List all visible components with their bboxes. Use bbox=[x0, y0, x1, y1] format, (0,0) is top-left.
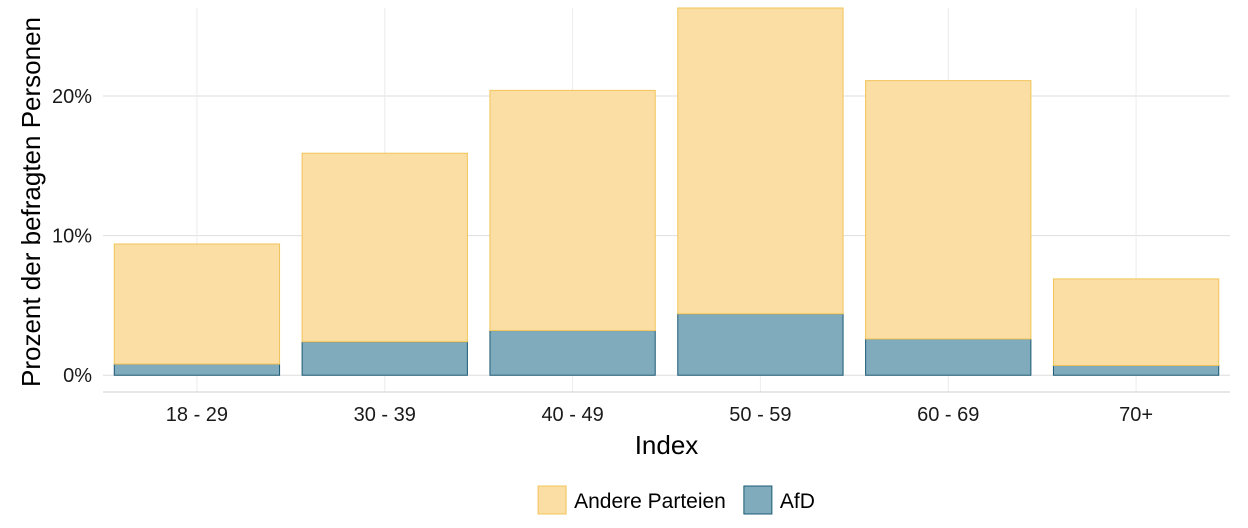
legend-label: Andere Parteien bbox=[574, 490, 726, 513]
x-tick-label: 18 - 29 bbox=[166, 404, 228, 426]
x-tick-label: 30 - 39 bbox=[354, 404, 416, 426]
bar-andere-parteien bbox=[301, 152, 468, 343]
bar-andere-parteien bbox=[865, 80, 1032, 340]
x-tick-label: 50 - 59 bbox=[729, 404, 791, 426]
bar-andere-parteien bbox=[677, 7, 844, 315]
x-tick-label: 60 - 69 bbox=[917, 404, 979, 426]
bars bbox=[113, 7, 1220, 376]
x-axis-title: Index bbox=[635, 430, 699, 460]
bar-andere-parteien bbox=[489, 89, 656, 332]
legend: Andere Parteien AfD bbox=[537, 485, 815, 515]
bar-afd bbox=[301, 341, 468, 376]
legend-key bbox=[743, 485, 773, 515]
y-axis-ticks: 0% 10% 20% bbox=[52, 86, 92, 387]
bar-afd bbox=[489, 330, 656, 376]
y-tick-label: 20% bbox=[52, 86, 92, 108]
legend-key bbox=[537, 485, 567, 515]
bar-afd bbox=[1052, 364, 1220, 376]
y-tick-label: 0% bbox=[63, 365, 92, 387]
legend-label: AfD bbox=[780, 490, 815, 513]
x-tick-label: 70+ bbox=[1119, 404, 1153, 426]
x-axis-ticks: 18 - 29 30 - 39 40 - 49 50 - 59 60 - 69 70+ bbox=[166, 404, 1153, 426]
bar-afd bbox=[677, 313, 844, 376]
x-tick-label: 40 - 49 bbox=[541, 404, 603, 426]
y-axis-title: Prozent der befragten Personen bbox=[16, 17, 46, 387]
bar-andere-parteien bbox=[1052, 278, 1220, 366]
bar-afd bbox=[865, 338, 1032, 376]
bar-afd bbox=[113, 363, 281, 376]
bar-andere-parteien bbox=[113, 243, 281, 365]
y-tick-label: 10% bbox=[52, 226, 92, 248]
